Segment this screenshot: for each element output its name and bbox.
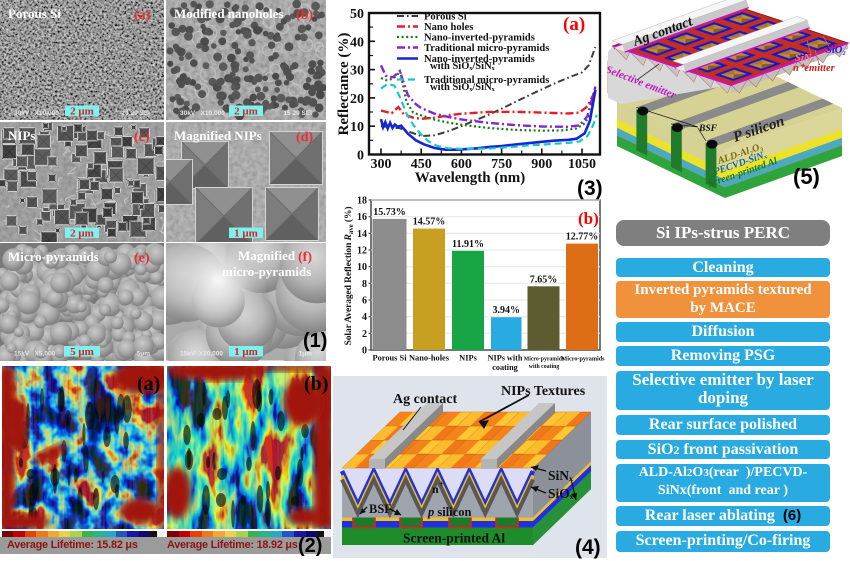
svg-text:2 μm: 2 μm (234, 106, 258, 118)
svg-text:16: 16 (357, 212, 367, 223)
svg-text:3.94%: 3.94% (492, 305, 520, 316)
svg-text:Traditional micro-pyramids: Traditional micro-pyramids (424, 75, 549, 86)
svg-text:SiO₂: SiO₂ (826, 45, 846, 56)
svg-text:14.57%: 14.57% (413, 217, 446, 228)
svg-text:0: 0 (357, 149, 364, 164)
svg-text:NIPs: NIPs (8, 128, 35, 143)
svg-text:12: 12 (357, 246, 367, 257)
svg-text:15kV X20,000: 15kV X20,000 (180, 351, 223, 358)
svg-text:15kV X5,000: 15kV X5,000 (14, 351, 56, 358)
svg-text:300: 300 (371, 157, 392, 172)
svg-text:11.91%: 11.91% (452, 239, 484, 250)
svg-text:BSF: BSF (369, 502, 392, 516)
svg-text:with coating: with coating (529, 364, 560, 370)
svg-text:micro-pyramids: micro-pyramids (222, 264, 311, 279)
svg-text:Porous Si: Porous Si (424, 12, 467, 23)
svg-text:15.73%: 15.73% (373, 207, 406, 218)
svg-text:(d): (d) (296, 130, 313, 145)
svg-text:20: 20 (350, 92, 364, 107)
svg-text:1μm: 1μm (299, 351, 313, 358)
svg-text:NIPs: NIPs (459, 354, 477, 363)
svg-text:SiOₓ: SiOₓ (548, 486, 574, 501)
svg-text:SiNₓ: SiNₓ (795, 53, 815, 64)
svg-text:with SiOₓ/SiNₓ: with SiOₓ/SiNₓ (430, 82, 496, 93)
svg-text:Traditional micro-pyramids: Traditional micro-pyramids (424, 43, 549, 54)
svg-text:(e): (e) (134, 251, 150, 266)
svg-text:2 μm: 2 μm (70, 227, 94, 239)
svg-text:30kV X10,000: 30kV X10,000 (180, 110, 225, 117)
svg-text:Nano-inverted-pyramids: Nano-inverted-pyramids (424, 33, 535, 44)
svg-text:(b): (b) (578, 209, 599, 228)
svg-text:1050: 1050 (568, 157, 596, 172)
svg-text:n⁺emitter: n⁺emitter (793, 63, 836, 74)
svg-text:18: 18 (357, 196, 367, 207)
svg-text:600: 600 (451, 157, 472, 172)
svg-text:Modified nanoholes: Modified nanoholes (174, 6, 283, 21)
svg-text:(b): (b) (304, 373, 328, 395)
svg-text:NIPs with: NIPs with (488, 354, 523, 363)
svg-text:4: 4 (362, 312, 367, 323)
svg-text:NIPs Textures: NIPs Textures (501, 384, 586, 399)
svg-text:Porous Si: Porous Si (8, 6, 61, 21)
svg-text:5μm: 5μm (137, 351, 151, 358)
svg-text:10: 10 (350, 120, 364, 135)
svg-text:BSF: BSF (698, 124, 718, 134)
svg-text:12.77%: 12.77% (566, 232, 599, 243)
svg-text:30: 30 (350, 64, 364, 79)
svg-text:30kV X10,000: 30kV X10,000 (14, 110, 59, 117)
svg-text:15 29 SEI: 15 29 SEI (283, 110, 312, 117)
svg-text:coating: coating (492, 363, 518, 372)
svg-text:Porous Si: Porous Si (372, 354, 407, 363)
svg-text:(c): (c) (134, 130, 150, 145)
svg-text:Solar Averaged Reflection Rave: Solar Averaged Reflection Rave (%) (343, 207, 355, 346)
svg-text:1 μm: 1 μm (234, 227, 258, 239)
svg-text:Micro-pyramids: Micro-pyramids (561, 356, 605, 363)
svg-text:n: n (432, 482, 439, 496)
svg-text:Micro-pyramids: Micro-pyramids (524, 357, 565, 363)
svg-text:50: 50 (350, 7, 364, 22)
svg-text:900: 900 (531, 157, 552, 172)
svg-text:Nano holes: Nano holes (424, 22, 473, 33)
svg-text:0: 0 (362, 346, 367, 357)
svg-text:8: 8 (362, 279, 367, 290)
svg-text:(a): (a) (563, 14, 585, 35)
svg-text:2 μm: 2 μm (70, 106, 94, 118)
svg-text:Nano-inverted-pyramids: Nano-inverted-pyramids (424, 54, 535, 65)
svg-text:Wavelength (nm): Wavelength (nm) (415, 170, 525, 186)
svg-text:with SiOₓ/SiNₓ: with SiOₓ/SiNₓ (430, 61, 496, 72)
svg-text:Ag contact: Ag contact (393, 392, 457, 407)
svg-text:Nano-holes: Nano-holes (409, 354, 450, 363)
svg-text:20 29 SEI: 20 29 SEI (121, 110, 150, 117)
svg-text:5 μm: 5 μm (70, 346, 94, 358)
svg-text:(a): (a) (137, 373, 160, 395)
svg-text:Magnified: Magnified (238, 248, 296, 263)
svg-text:Reflectance (%): Reflectance (%) (336, 33, 352, 136)
svg-text:SiNₓ: SiNₓ (548, 468, 573, 483)
svg-text:1 μm: 1 μm (234, 346, 258, 358)
svg-text:(f): (f) (298, 250, 312, 265)
svg-text:450: 450 (411, 157, 432, 172)
svg-text:750: 750 (491, 157, 512, 172)
svg-text:+: + (439, 479, 444, 489)
svg-text:14: 14 (357, 229, 367, 240)
svg-text:(b): (b) (296, 8, 313, 23)
svg-text:Magnified NIPs: Magnified NIPs (174, 128, 262, 143)
svg-text:10: 10 (357, 262, 367, 273)
svg-text:Screen-printed Al: Screen-printed Al (403, 530, 505, 545)
svg-text:2: 2 (362, 329, 367, 340)
svg-text:7.65%: 7.65% (530, 274, 558, 285)
svg-text:6: 6 (362, 296, 367, 307)
svg-text:Micro-pyramids: Micro-pyramids (8, 249, 99, 264)
svg-text:(a): (a) (134, 8, 151, 23)
svg-text:p silicon: p silicon (427, 505, 471, 519)
svg-text:40: 40 (350, 35, 364, 50)
